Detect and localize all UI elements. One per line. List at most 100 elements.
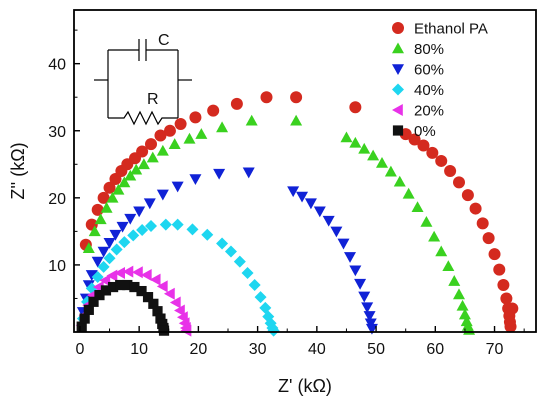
data-point	[88, 296, 99, 307]
data-point	[216, 121, 229, 133]
data-point	[149, 273, 161, 286]
data-point	[106, 191, 119, 203]
x-tick-label: 30	[249, 341, 267, 358]
data-point	[124, 213, 137, 225]
data-point	[313, 206, 326, 218]
data-point	[110, 243, 123, 256]
data-point	[233, 255, 246, 268]
data-point	[163, 124, 176, 137]
data-point	[453, 288, 465, 300]
legend-label: 0%	[414, 123, 436, 140]
data-point	[213, 168, 226, 180]
data-point	[384, 165, 397, 177]
legend-marker	[392, 104, 403, 116]
data-point	[91, 203, 104, 216]
data-point	[140, 268, 152, 281]
data-point	[109, 229, 122, 241]
data-point	[107, 281, 119, 293]
data-point	[408, 133, 421, 146]
data-point	[168, 138, 181, 149]
data-point	[171, 181, 184, 193]
data-point	[224, 245, 237, 258]
data-point	[296, 191, 309, 203]
x-axis: 0 10 20 30 40 50 60 70	[75, 326, 525, 358]
data-point	[304, 198, 317, 210]
data-point	[493, 263, 506, 276]
data-point	[189, 111, 202, 124]
data-point	[349, 101, 362, 114]
data-point	[85, 270, 98, 281]
y-tick-label: 10	[48, 258, 66, 275]
data-point	[127, 229, 140, 242]
data-point	[130, 163, 143, 175]
legend-label: 40%	[414, 82, 444, 99]
data-point	[461, 189, 474, 202]
resistor-label: R	[147, 91, 159, 108]
data-point	[411, 201, 424, 213]
legend-marker	[392, 83, 404, 96]
series-5	[76, 279, 170, 336]
y-tick-label: 40	[48, 57, 66, 74]
data-point	[103, 181, 116, 194]
data-point	[99, 274, 111, 287]
data-point	[420, 215, 433, 227]
data-point	[158, 325, 170, 336]
data-point	[94, 213, 107, 225]
x-tick-label: 70	[486, 341, 504, 358]
data-point	[124, 169, 137, 181]
data-point	[94, 290, 105, 301]
data-point	[156, 280, 168, 293]
data-point	[482, 232, 495, 245]
data-point	[290, 114, 303, 126]
data-point	[112, 183, 125, 195]
data-point	[91, 256, 104, 268]
data-point	[469, 202, 482, 215]
data-point	[354, 278, 367, 290]
legend-label: 80%	[414, 41, 444, 58]
legend-marker	[392, 125, 404, 136]
data-point	[103, 252, 116, 265]
data-point	[129, 281, 140, 293]
legend-marker	[392, 64, 404, 75]
data-point	[402, 187, 415, 199]
data-point	[497, 279, 510, 292]
data-series-layer	[75, 91, 519, 337]
data-point	[133, 206, 146, 218]
data-point	[216, 237, 229, 250]
data-point	[156, 144, 169, 156]
data-point	[79, 313, 90, 324]
legend-label: 60%	[414, 62, 444, 79]
data-point	[116, 221, 129, 233]
data-point	[287, 186, 300, 198]
data-point	[88, 225, 101, 237]
data-point	[506, 302, 519, 315]
data-point	[100, 201, 113, 213]
legend-marker	[392, 22, 404, 34]
data-point	[174, 118, 187, 131]
data-point	[136, 145, 149, 158]
data-point	[169, 296, 181, 309]
data-point	[195, 128, 208, 139]
data-point	[156, 189, 169, 201]
x-tick-label: 50	[367, 341, 385, 358]
data-point	[456, 299, 469, 311]
y-tick-label: 30	[48, 124, 66, 141]
data-point	[358, 142, 371, 154]
data-point	[267, 324, 280, 337]
data-point	[444, 165, 457, 177]
data-point	[97, 260, 110, 273]
data-point	[148, 298, 159, 309]
y-axis-label: Z'' (kΩ)	[8, 142, 28, 199]
data-point	[154, 129, 167, 142]
legend-marker	[392, 42, 404, 54]
data-point	[118, 176, 131, 188]
data-point	[435, 154, 448, 167]
data-point	[152, 306, 163, 317]
data-point	[159, 218, 172, 231]
data-point	[186, 223, 199, 236]
data-point	[363, 311, 376, 322]
data-point	[115, 279, 126, 291]
data-point	[453, 176, 465, 189]
